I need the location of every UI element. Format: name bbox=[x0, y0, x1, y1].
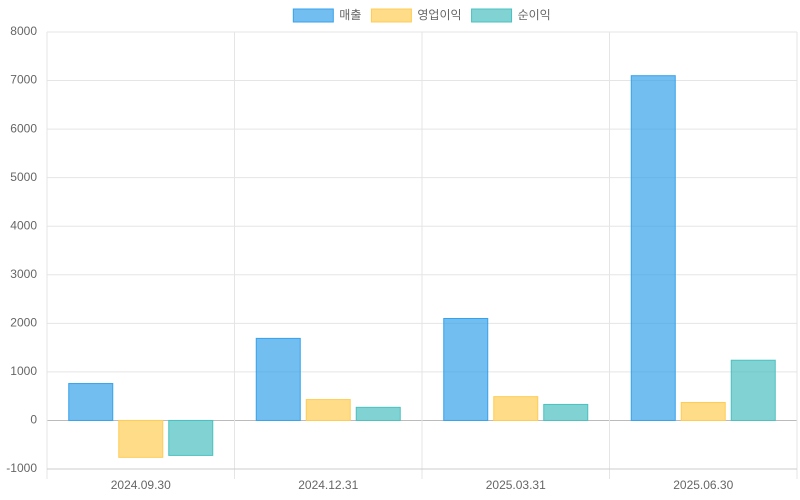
y-tick-label: 0 bbox=[30, 413, 37, 427]
bar bbox=[543, 403, 589, 421]
y-tick-label: -1000 bbox=[6, 461, 37, 475]
bar bbox=[68, 383, 114, 421]
bar bbox=[680, 401, 726, 421]
x-tick-label: 2024.12.31 bbox=[298, 478, 358, 492]
x-tick-label: 2025.06.30 bbox=[673, 478, 733, 492]
legend-swatch bbox=[370, 8, 412, 23]
bar bbox=[355, 406, 401, 421]
bar bbox=[443, 317, 489, 421]
bar bbox=[255, 337, 301, 421]
y-tick-label: 2000 bbox=[10, 316, 37, 330]
bar bbox=[730, 359, 776, 421]
legend-label: 영업이익 bbox=[417, 8, 461, 22]
legend-label: 순이익 bbox=[518, 8, 551, 22]
y-tick-label: 4000 bbox=[10, 218, 37, 232]
bar bbox=[493, 396, 539, 421]
x-tick-label: 2024.09.30 bbox=[111, 478, 171, 492]
y-tick-label: 1000 bbox=[10, 364, 37, 378]
x-tick-label: 2025.03.31 bbox=[486, 478, 546, 492]
legend-label: 매출 bbox=[339, 8, 361, 22]
bar bbox=[305, 399, 351, 421]
bar bbox=[168, 419, 214, 456]
y-tick-label: 5000 bbox=[10, 170, 37, 184]
y-tick-label: 6000 bbox=[10, 121, 37, 135]
y-tick-label: 8000 bbox=[10, 24, 37, 38]
y-tick-label: 3000 bbox=[10, 267, 37, 281]
bar bbox=[630, 75, 676, 421]
legend-swatch bbox=[292, 8, 334, 23]
bar bbox=[118, 419, 164, 458]
y-tick-label: 7000 bbox=[10, 73, 37, 87]
legend-swatch bbox=[471, 8, 513, 23]
